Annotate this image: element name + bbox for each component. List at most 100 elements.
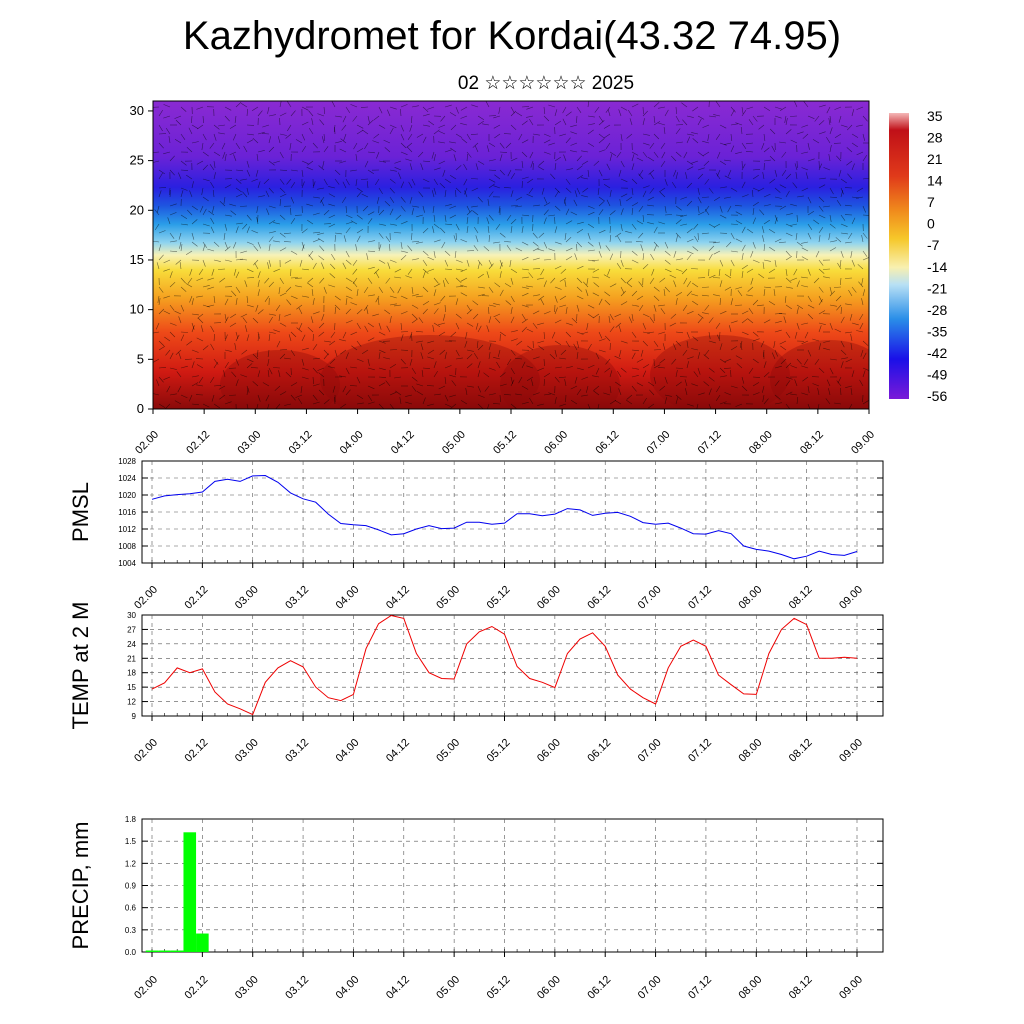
wind-barb	[290, 331, 297, 338]
wind-barb	[433, 129, 440, 135]
colorbar-label: -56	[927, 388, 947, 404]
wind-barb	[642, 263, 649, 270]
wind-barb	[191, 382, 199, 387]
wind-barb	[186, 209, 193, 216]
wind-barb	[642, 118, 645, 126]
wind-barb	[531, 379, 534, 387]
wind-barb	[438, 130, 446, 135]
wind-barb	[686, 115, 694, 118]
wind-barb	[740, 126, 743, 135]
wind-barb	[746, 268, 754, 273]
wind-barb	[653, 151, 659, 158]
wind-barb	[367, 277, 373, 284]
wind-barb	[274, 385, 281, 391]
wind-barb	[631, 207, 634, 216]
wind-barb	[352, 259, 358, 266]
wind-barb	[635, 241, 644, 243]
wind-barb	[367, 218, 373, 225]
wind-barb	[741, 385, 748, 392]
wind-barb	[506, 245, 512, 252]
wind-barb	[763, 289, 766, 297]
wind-barb	[444, 304, 446, 313]
wind-barb	[416, 133, 424, 138]
wind-barb	[609, 253, 614, 261]
wind-barb	[686, 340, 689, 348]
wind-barb	[616, 263, 622, 270]
wind-barb	[763, 147, 770, 153]
wind-barb	[455, 223, 460, 231]
wind-barb	[433, 277, 439, 284]
wind-barb	[189, 190, 193, 198]
wind-barb	[372, 313, 380, 317]
wind-barb	[455, 349, 460, 357]
wind-barb	[212, 189, 215, 198]
wind-barb	[389, 303, 397, 306]
wind-barb	[176, 371, 182, 378]
wind-barb	[341, 196, 347, 204]
y-axis-label: PRECIP, mm	[68, 822, 93, 950]
y-axis-label: PMSL	[68, 482, 93, 542]
wind-barb	[748, 367, 754, 374]
wind-barb	[319, 196, 325, 203]
wind-barb	[618, 325, 622, 333]
wind-barb	[505, 300, 512, 306]
wind-barb	[554, 226, 558, 234]
wind-barb	[301, 268, 309, 271]
wind-barb	[554, 241, 562, 245]
y-tick-label: 24	[127, 640, 136, 649]
wind-barb	[779, 141, 787, 144]
colorbar-label: 7	[927, 194, 935, 210]
x-tick-label: 02.00	[132, 737, 160, 765]
wind-barb	[620, 367, 627, 373]
wind-barb	[224, 246, 231, 252]
wind-barb	[664, 259, 671, 265]
wind-barb	[801, 322, 809, 325]
wind-barb	[510, 367, 515, 375]
wind-barb	[587, 115, 595, 118]
wind-barb	[752, 299, 759, 306]
wind-barb	[642, 133, 650, 136]
wind-barb	[411, 376, 418, 382]
wind-barb	[416, 214, 424, 218]
wind-barb	[187, 277, 193, 284]
wind-barb	[675, 268, 683, 272]
wind-barb	[686, 290, 693, 297]
wind-barb	[231, 371, 237, 378]
x-tick-label: 03.12	[283, 737, 311, 765]
wind-barb	[829, 127, 833, 135]
wind-barb	[444, 259, 449, 267]
wind-barb	[626, 277, 633, 284]
wind-barb	[244, 280, 248, 288]
wind-barb	[223, 370, 226, 378]
wind-barb	[750, 277, 754, 285]
wind-barb	[153, 358, 160, 363]
wind-barb	[301, 160, 309, 165]
wind-barb	[576, 313, 578, 322]
wind-barb	[290, 196, 295, 204]
x-tick-label: 02.00	[133, 429, 161, 457]
wind-barb	[422, 259, 428, 266]
series-line	[151, 614, 858, 716]
wind-barb	[493, 115, 501, 119]
wind-barb	[422, 286, 429, 293]
wind-barb	[763, 372, 770, 378]
wind-barb	[246, 358, 254, 363]
wind-barb	[752, 392, 760, 396]
wind-barb	[510, 349, 516, 356]
wind-barb	[554, 340, 562, 345]
wind-barb	[703, 354, 710, 360]
wind-barb	[213, 361, 218, 369]
wind-barb	[175, 119, 182, 126]
wind-barb	[785, 304, 792, 310]
wind-barb	[178, 232, 182, 240]
x-tick-label: 09.00	[837, 974, 865, 1002]
wind-barb	[648, 381, 655, 387]
wind-barb	[422, 268, 429, 274]
wind-barb	[719, 124, 727, 129]
wind-barb	[708, 187, 714, 194]
wind-barb	[461, 138, 468, 144]
wind-barb	[615, 381, 622, 387]
x-tick-label: 06.12	[585, 974, 613, 1002]
wind-barb	[620, 301, 628, 306]
wind-barb	[191, 219, 198, 225]
